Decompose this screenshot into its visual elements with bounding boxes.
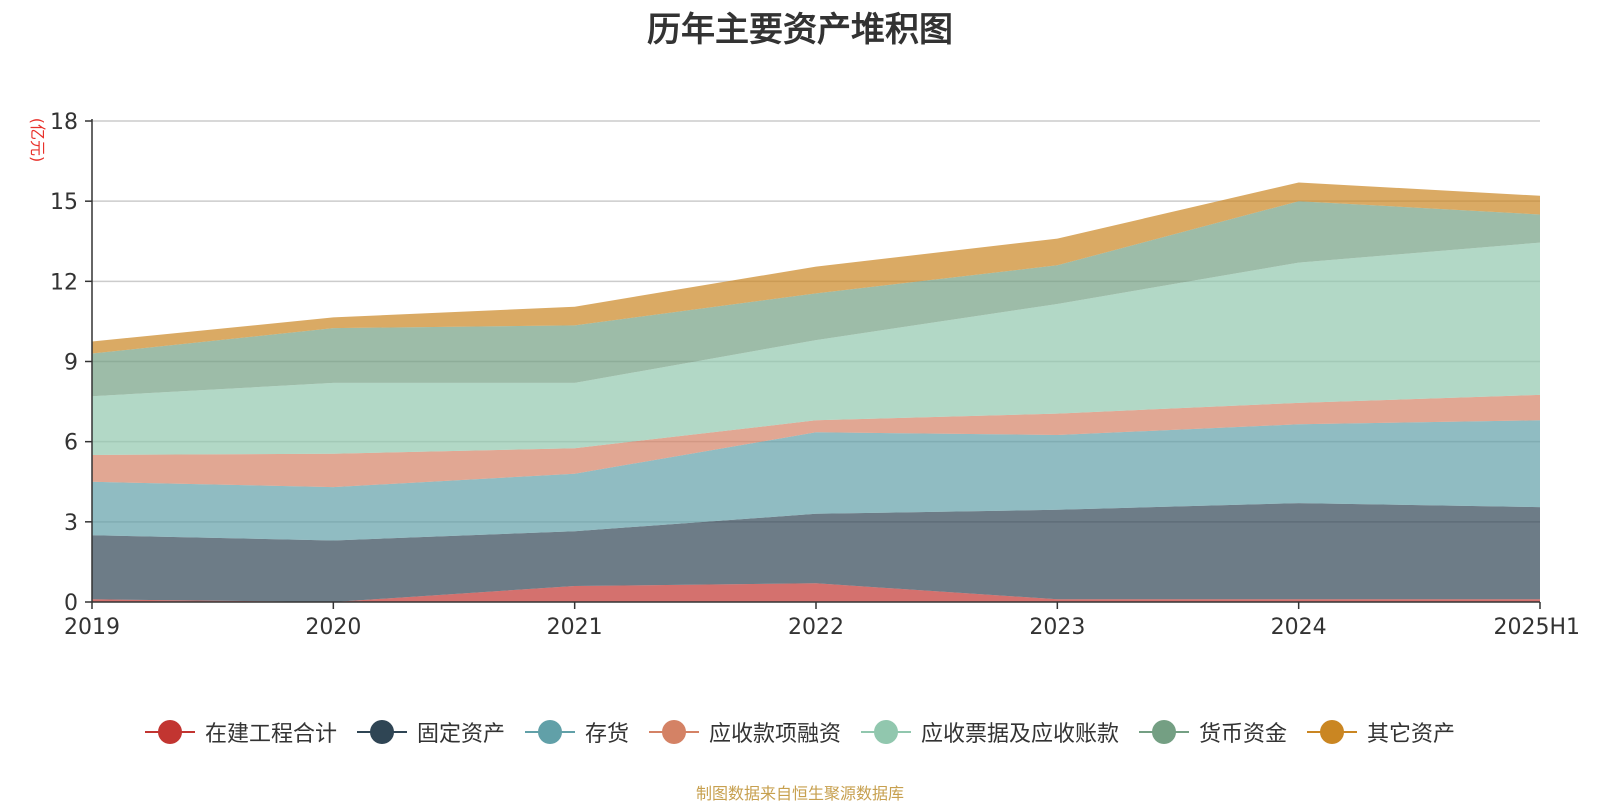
source-note: 制图数据来自恒生聚源数据库 [695,784,904,803]
legend-item[interactable]: 货币资金 [1139,716,1287,748]
legend-marker-icon [1307,720,1358,744]
area-series-存货 [92,420,1540,541]
x-tick-label: 2022 [788,615,844,640]
legend-label: 其它资产 [1367,722,1456,747]
area-series-其它资产 [92,182,1540,354]
x-tick-label: 2021 [547,615,603,640]
area-series [92,182,1540,602]
x-tick-label: 2025H1 [1493,615,1580,640]
x-tick-label: 2019 [64,615,120,640]
x-tick-label: 2020 [305,615,361,640]
x-tick-label: 2023 [1029,615,1085,640]
legend-label: 固定资产 [416,722,505,747]
legend-marker-icon [861,720,911,744]
legend-item[interactable]: 在建工程合计 [144,716,337,748]
legend: 在建工程合计 固定资产 存货 应收款项融资 应收票据及应收账款 货币资金 其它资产 [0,716,1600,748]
area-series-应收票据及应收账款 [92,242,1540,455]
y-tick-label: 3 [64,511,78,536]
legend-item[interactable]: 应收票据及应收账款 [861,716,1119,748]
area-series-货币资金 [92,201,1540,397]
area-series-在建工程合计 [92,583,1540,602]
y-tick-label: 12 [50,270,78,295]
y-axis-unit-label: (亿元) [28,118,47,163]
legend-marker-icon [648,720,699,744]
y-tick-label: 9 [64,351,78,376]
legend-marker-icon [1139,720,1190,744]
y-tick-label: 18 [50,110,78,135]
legend-item[interactable]: 其它资产 [1307,716,1455,748]
y-tick-label: 6 [64,431,78,456]
legend-marker-icon [144,720,195,744]
legend-marker-icon [356,720,407,744]
chart-title: 历年主要资产堆积图 [647,10,953,50]
x-tick-label: 2024 [1271,615,1327,640]
y-tick-label: 15 [50,190,78,215]
area-series-固定资产 [92,503,1540,602]
legend-label: 在建工程合计 [204,722,337,747]
y-tick-label: 0 [64,591,78,616]
axes: 0 3 6 9 12 15 18 2019 2020 2021 2022 2023 2024 2025H1 [50,110,1580,640]
legend-label: 货币资金 [1199,722,1288,747]
legend-label: 应收票据及应收账款 [921,722,1120,747]
legend-label: 存货 [584,722,629,747]
area-series-应收款项融资 [92,394,1540,488]
legend-item[interactable]: 存货 [524,716,629,748]
legend-marker-icon [524,720,575,744]
legend-label: 应收款项融资 [708,722,841,747]
legend-item[interactable]: 固定资产 [356,716,505,748]
legend-item[interactable]: 应收款项融资 [648,716,841,748]
